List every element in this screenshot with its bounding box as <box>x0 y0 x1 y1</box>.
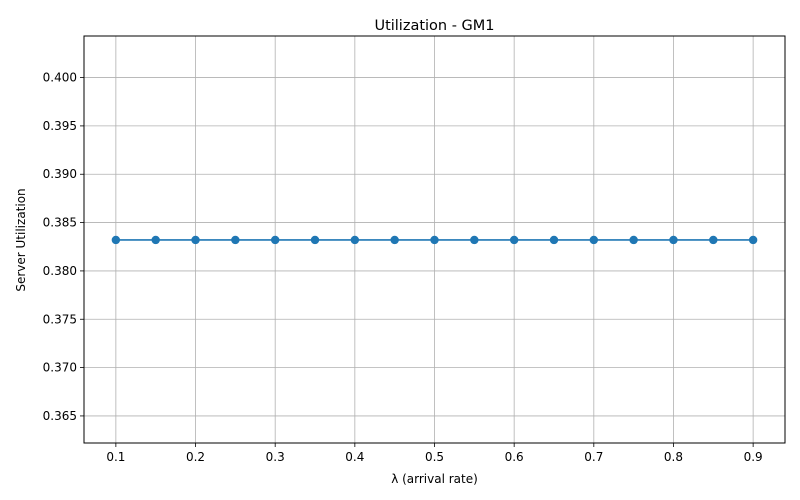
data-point <box>509 235 519 245</box>
data-point <box>111 235 121 245</box>
y-tick-label: 0.375 <box>43 312 77 326</box>
data-point <box>270 235 280 245</box>
chart-title: Utilization - GM1 <box>374 18 494 34</box>
x-tick-label: 0.5 <box>425 450 444 464</box>
y-tick-label: 0.400 <box>43 71 77 85</box>
y-tick-label: 0.385 <box>43 216 77 230</box>
data-point <box>151 235 160 245</box>
data-point <box>350 235 360 245</box>
data-point <box>430 235 439 245</box>
x-tick-label: 0.7 <box>584 450 603 464</box>
data-point <box>709 235 718 245</box>
x-tick-label: 0.2 <box>186 450 205 464</box>
y-axis-title: Server Utilization <box>14 188 28 291</box>
data-point <box>390 235 399 245</box>
data-point <box>629 235 638 245</box>
data-point <box>231 235 240 245</box>
y-tick-label: 0.390 <box>43 167 77 181</box>
y-tick-label: 0.370 <box>43 361 77 375</box>
data-point <box>470 235 479 245</box>
data-point <box>669 235 678 245</box>
y-tick-label: 0.395 <box>43 119 77 133</box>
data-point <box>191 235 200 245</box>
y-tick-label: 0.365 <box>43 409 77 423</box>
data-point <box>589 235 599 245</box>
x-tick-label: 0.6 <box>505 450 524 464</box>
y-tick-label: 0.380 <box>43 264 77 278</box>
x-tick-label: 0.9 <box>744 450 763 464</box>
x-tick-label: 0.4 <box>345 450 364 464</box>
data-point <box>748 235 758 245</box>
x-tick-label: 0.8 <box>664 450 683 464</box>
data-point <box>310 235 320 245</box>
data-point <box>549 235 559 245</box>
y-axis: 0.365 0.370 0.375 0.380 0.385 0.390 0.395 0.400 <box>43 71 84 423</box>
x-axis-title: λ (arrival rate) <box>391 472 478 486</box>
series-layer <box>111 235 758 245</box>
x-tick-label: 0.1 <box>106 450 125 464</box>
x-axis: 0.1 0.2 0.3 0.4 0.5 0.6 0.7 0.8 0.9 <box>106 443 763 464</box>
x-tick-label: 0.3 <box>266 450 285 464</box>
